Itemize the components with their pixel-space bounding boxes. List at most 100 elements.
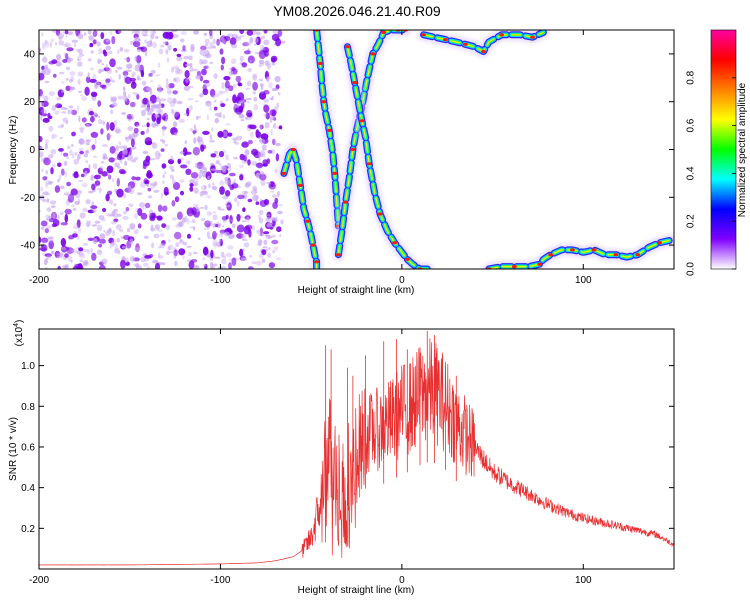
noise-blob: [186, 245, 192, 248]
noise-blob: [157, 84, 162, 90]
noise-blob: [210, 249, 214, 259]
noise-blob: [164, 143, 168, 147]
noise-blob: [78, 179, 84, 182]
noise-blob: [55, 64, 62, 67]
noise-blob: [273, 216, 279, 223]
noise-blob: [255, 260, 262, 266]
noise-blob: [127, 185, 131, 189]
noise-blob: [275, 84, 280, 90]
trace-peak: [314, 260, 319, 264]
noise-blob: [51, 38, 54, 42]
noise-blob: [113, 218, 119, 223]
noise-blob: [260, 179, 266, 187]
noise-blob: [165, 78, 169, 85]
noise-blob: [239, 55, 244, 62]
noise-blob: [113, 119, 118, 126]
noise-blob: [39, 236, 42, 244]
noise-blob: [171, 200, 176, 207]
noise-blob: [41, 100, 49, 107]
spectral-trace: [417, 30, 550, 58]
noise-blob: [133, 229, 139, 235]
noise-blob: [42, 176, 48, 181]
noise-blob: [122, 148, 128, 156]
noise-blob: [233, 156, 238, 160]
noise-blob: [95, 81, 102, 86]
noise-blob: [147, 187, 152, 192]
noise-blob: [254, 52, 261, 54]
noise-blob: [43, 95, 49, 103]
noise-blob: [83, 32, 86, 36]
noise-blob: [179, 190, 185, 196]
noise-blob: [136, 192, 143, 196]
noise-blob: [49, 200, 57, 205]
noise-blob: [241, 220, 247, 223]
noise-blob: [175, 242, 180, 248]
noise-blob: [256, 131, 262, 139]
y-tick-label: -20: [21, 193, 36, 204]
noise-blob: [274, 197, 279, 204]
colorbar-label: Normalized spectral amplitude: [737, 82, 748, 217]
noise-blob: [252, 185, 258, 191]
noise-blob: [121, 154, 126, 160]
snr-frame: [38, 328, 675, 570]
noise-blob: [259, 83, 264, 87]
noise-blob: [203, 32, 207, 36]
noise-blob: [70, 76, 75, 82]
snr-background: [39, 329, 674, 569]
noise-blob: [124, 136, 128, 140]
noise-blob: [97, 167, 103, 175]
noise-blob: [135, 263, 140, 268]
noise-blob: [132, 91, 138, 96]
noise-blob: [116, 178, 121, 187]
noise-blob: [240, 257, 248, 262]
noise-blob: [209, 41, 214, 48]
noise-blob: [238, 82, 243, 87]
noise-blob: [206, 231, 210, 238]
noise-blob: [252, 194, 259, 201]
noise-blob: [114, 152, 119, 156]
noise-blob: [61, 80, 64, 85]
noise-blob: [45, 169, 49, 175]
spectrogram-x-label: Height of straight line (km): [298, 285, 415, 296]
trace-peak: [317, 61, 323, 66]
noise-blob: [177, 158, 182, 164]
noise-blob: [235, 135, 242, 141]
snr-multiplier-exp: 4: [13, 323, 20, 327]
noise-blob: [202, 84, 207, 92]
noise-blob: [231, 257, 237, 267]
noise-blob: [64, 30, 69, 35]
noise-blob: [193, 137, 197, 144]
noise-blob: [266, 76, 270, 83]
noise-blob: [45, 139, 49, 144]
noise-blob: [156, 117, 161, 125]
noise-blob: [67, 31, 74, 36]
noise-blob: [90, 131, 99, 138]
noise-blob: [110, 221, 117, 225]
noise-blob: [133, 263, 136, 267]
noise-blob: [233, 138, 237, 144]
colorbar-tick-label: 0.0: [686, 262, 697, 276]
noise-blob: [192, 218, 195, 222]
noise-blob: [78, 247, 84, 252]
noise-blob: [44, 68, 51, 76]
noise-blob: [166, 57, 170, 64]
noise-blob: [222, 195, 229, 200]
noise-blob: [58, 40, 65, 46]
noise-blob: [229, 215, 233, 224]
noise-blob: [270, 148, 276, 155]
noise-blob: [193, 182, 198, 187]
noise-blob: [222, 225, 225, 228]
noise-blob: [128, 203, 134, 208]
noise-blob: [152, 41, 157, 49]
noise-blob: [161, 223, 167, 229]
noise-blob: [41, 108, 47, 115]
noise-blob: [200, 206, 205, 209]
noise-blob: [244, 149, 250, 156]
noise-blob: [233, 104, 240, 108]
noise-blob: [131, 30, 136, 35]
noise-blob: [154, 150, 161, 158]
noise-blob: [242, 190, 246, 196]
noise-blob: [228, 233, 235, 239]
noise-blob: [71, 39, 79, 43]
noise-blob: [163, 41, 167, 45]
